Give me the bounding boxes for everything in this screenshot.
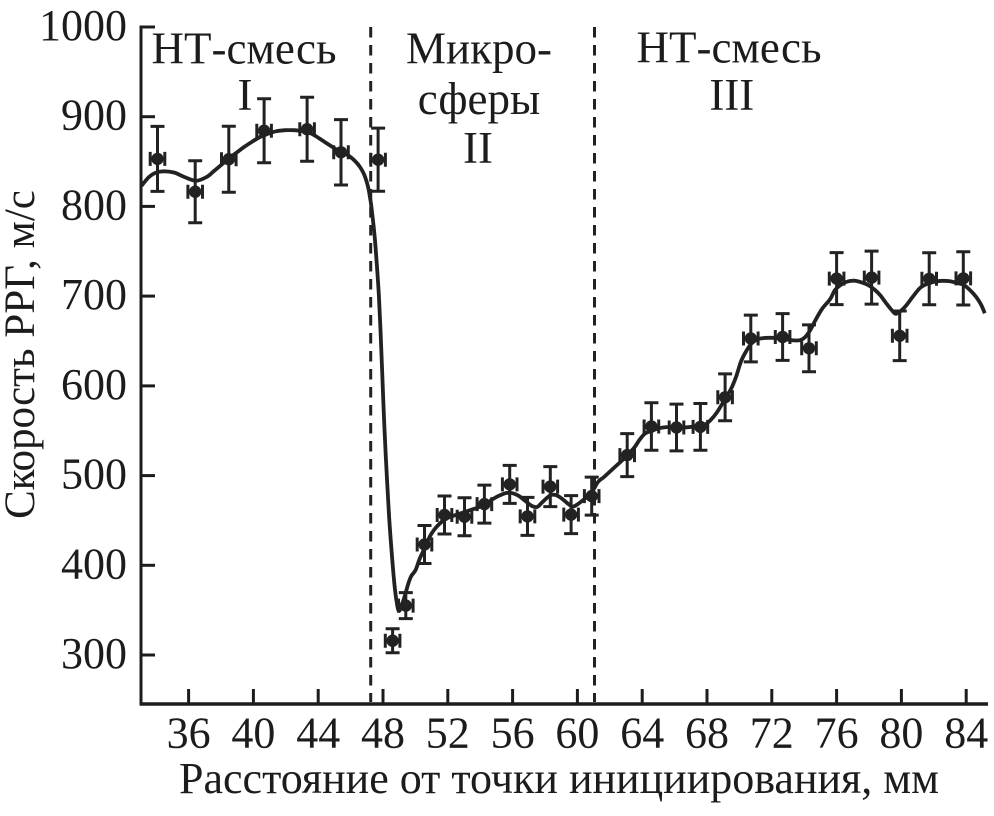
- svg-text:600: 600: [61, 360, 127, 409]
- svg-text:300: 300: [61, 629, 127, 678]
- svg-text:60: 60: [555, 709, 599, 758]
- svg-text:68: 68: [685, 709, 729, 758]
- svg-text:II: II: [463, 123, 493, 173]
- svg-text:1000: 1000: [39, 1, 127, 50]
- svg-text:Скорость РРГ, м/с: Скорость РРГ, м/с: [0, 190, 44, 519]
- svg-text:76: 76: [815, 709, 859, 758]
- svg-text:III: III: [709, 70, 754, 120]
- svg-text:700: 700: [61, 270, 127, 319]
- svg-text:44: 44: [296, 709, 340, 758]
- svg-text:400: 400: [61, 539, 127, 588]
- svg-text:52: 52: [426, 709, 470, 758]
- svg-text:НТ-смесь: НТ-смесь: [636, 23, 821, 73]
- svg-text:Микро-: Микро-: [406, 24, 552, 74]
- svg-text:500: 500: [61, 450, 127, 499]
- svg-text:48: 48: [361, 709, 405, 758]
- svg-text:36: 36: [167, 709, 211, 758]
- svg-text:Расстояние от точки инициирова: Расстояние от точки инициирования, мм: [179, 754, 939, 803]
- svg-text:84: 84: [944, 709, 988, 758]
- svg-text:64: 64: [620, 709, 664, 758]
- svg-text:800: 800: [61, 180, 127, 229]
- svg-text:40: 40: [231, 709, 275, 758]
- svg-text:I: I: [238, 70, 253, 120]
- svg-text:сферы: сферы: [418, 74, 540, 124]
- svg-text:НТ-смесь: НТ-смесь: [151, 24, 336, 74]
- svg-text:72: 72: [750, 709, 794, 758]
- svg-text:56: 56: [491, 709, 535, 758]
- svg-text:80: 80: [879, 709, 923, 758]
- svg-text:900: 900: [61, 91, 127, 140]
